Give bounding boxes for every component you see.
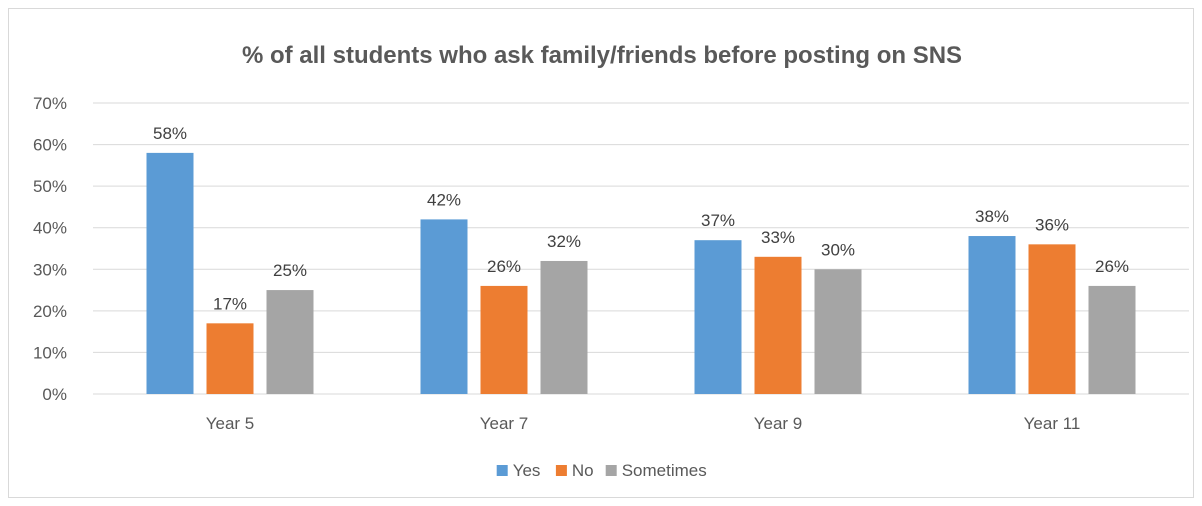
chart-title: % of all students who ask family/friends… [242,42,962,69]
bar-sometimes [266,290,314,394]
bar-sometimes [1088,285,1136,394]
data-labels: 58% 17% 25% 42% 26% 32% 37% 33% 30% 38% 36% 26% [153,124,1129,313]
legend-item-no: No [555,461,594,480]
y-tick-label: 70% [33,94,67,113]
data-label: 36% [1035,215,1069,234]
legend-label: Sometimes [622,461,707,480]
bars [146,152,1136,394]
y-tick-label: 0% [42,385,67,404]
legend: Yes No Sometimes [496,461,707,480]
data-label: 32% [547,232,581,251]
data-label: 30% [821,240,855,259]
y-tick-label: 10% [33,343,67,362]
bar-yes [146,152,194,394]
y-tick-label: 50% [33,177,67,196]
bar-sometimes [540,260,588,394]
x-axis-ticks: Year 5 Year 7 Year 9 Year 11 [206,414,1081,433]
data-label: 42% [427,190,461,209]
data-label: 26% [487,257,521,276]
y-tick-label: 30% [33,260,67,279]
y-tick-label: 40% [33,219,67,238]
data-label: 25% [273,261,307,280]
x-tick-label: Year 5 [206,414,255,433]
bar-no [1028,244,1076,394]
x-tick-label: Year 7 [480,414,529,433]
y-tick-label: 20% [33,302,67,321]
legend-swatch [555,465,567,476]
legend-item-yes: Yes [496,461,541,480]
legend-swatch [496,465,508,476]
data-label: 37% [701,211,735,230]
bar-yes [968,236,1016,394]
bar-no [480,285,528,394]
x-tick-label: Year 9 [754,414,803,433]
data-label: 33% [761,228,795,247]
bar-yes [694,240,742,394]
data-label: 26% [1095,257,1129,276]
legend-item-sometimes: Sometimes [605,461,707,480]
x-tick-label: Year 11 [1024,414,1081,433]
data-label: 17% [213,294,247,313]
data-label: 58% [153,124,187,143]
bar-no [754,256,802,394]
data-label: 38% [975,207,1009,226]
gridlines [93,102,1189,395]
bar-yes [420,219,468,394]
chart-frame: % of all students who ask family/friends… [8,8,1194,498]
y-tick-label: 60% [33,136,67,155]
bar-no [206,323,254,394]
legend-label: Yes [513,461,541,480]
legend-label: No [572,461,594,480]
bar-chart: % of all students who ask family/friends… [33,42,1189,480]
y-axis-ticks: 0% 10% 20% 30% 40% 50% 60% 70% [33,94,67,404]
bar-sometimes [814,269,862,394]
legend-swatch [605,465,617,476]
